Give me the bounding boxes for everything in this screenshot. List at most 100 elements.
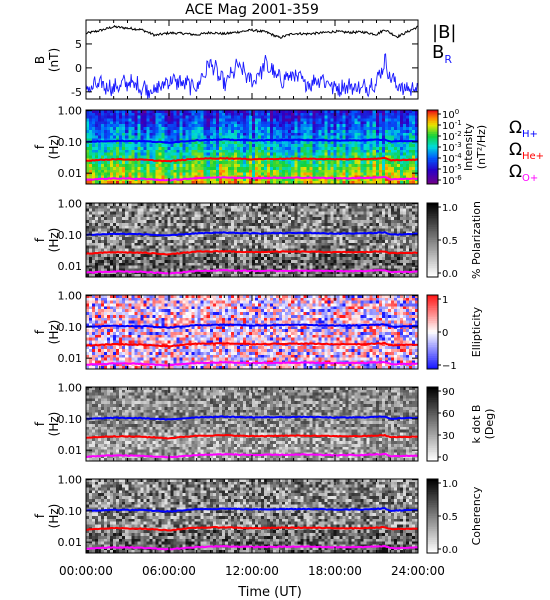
spectrogram-cell bbox=[131, 248, 135, 252]
spectrogram-cell bbox=[188, 222, 193, 227]
spectrogram-cell bbox=[161, 214, 165, 218]
spectrogram-cell bbox=[294, 262, 298, 267]
spectrogram-cell bbox=[360, 118, 365, 122]
spectrogram-cell bbox=[167, 245, 171, 249]
spectrogram-cell bbox=[131, 208, 135, 212]
spectrogram-cell bbox=[194, 118, 199, 122]
spectrogram-cell bbox=[285, 115, 289, 119]
spectrogram-cell bbox=[402, 149, 407, 154]
spectrogram-cell bbox=[248, 228, 253, 232]
spectrogram-cell bbox=[137, 135, 141, 139]
spectrogram-cell bbox=[107, 217, 111, 221]
spectrogram-cell bbox=[288, 214, 292, 218]
spectrogram-cell bbox=[405, 178, 410, 182]
spectrogram-cell bbox=[239, 237, 244, 241]
spectrogram-cell bbox=[119, 166, 123, 171]
spectrogram-cell bbox=[221, 234, 226, 238]
spectrogram-cell bbox=[101, 172, 105, 176]
spectrogram-cell bbox=[185, 175, 190, 179]
spectrogram-cell bbox=[342, 181, 346, 185]
spectrogram-cell bbox=[98, 228, 102, 232]
spectrogram-cell bbox=[101, 166, 105, 171]
spectrogram-cell bbox=[212, 147, 217, 151]
spectrogram-cell bbox=[285, 208, 289, 212]
spectrogram-cell bbox=[146, 155, 150, 159]
spectrogram-cell bbox=[258, 178, 262, 182]
spectrogram-cell bbox=[233, 220, 238, 224]
spectrogram-cell bbox=[137, 129, 141, 134]
spectrogram-cell bbox=[104, 257, 108, 261]
spectrogram-cell bbox=[221, 217, 226, 221]
spectrogram-cell bbox=[116, 211, 120, 215]
spectrogram-cell bbox=[185, 152, 190, 156]
spectrogram-cell bbox=[282, 141, 286, 145]
spectrogram-cell bbox=[203, 274, 208, 278]
spectrogram-cell bbox=[236, 245, 241, 249]
spectrogram-cell bbox=[294, 271, 298, 275]
spectrogram-cell bbox=[303, 237, 307, 241]
spectrogram-cell bbox=[369, 178, 374, 182]
spectrogram-cell bbox=[309, 251, 313, 255]
spectrogram-cell bbox=[315, 228, 319, 232]
spectrogram-cell bbox=[248, 274, 253, 278]
spectrogram-cell bbox=[188, 254, 193, 258]
spectrogram-cell bbox=[104, 141, 108, 145]
spectrogram-cell bbox=[393, 147, 398, 151]
spectrogram-cell bbox=[176, 211, 180, 215]
spectrogram-cell bbox=[333, 155, 337, 159]
spectrogram-cell bbox=[327, 121, 331, 125]
spectrogram-cell bbox=[261, 118, 265, 122]
spectrogram-cell bbox=[92, 257, 96, 261]
spectrogram-cell bbox=[396, 121, 401, 125]
spectrogram-cell bbox=[131, 129, 135, 134]
spectrogram-cell bbox=[173, 138, 177, 142]
spectrogram-cell bbox=[345, 152, 349, 156]
spectrogram-cell bbox=[149, 164, 153, 168]
spectrogram-cell bbox=[336, 149, 340, 154]
spectrogram-cell bbox=[393, 118, 398, 122]
spectrogram-cell bbox=[315, 234, 319, 238]
spectrogram-cell bbox=[309, 121, 313, 125]
spectrogram-cell bbox=[227, 240, 232, 244]
spectrogram-cell bbox=[399, 178, 404, 182]
spectrogram-cell bbox=[321, 141, 325, 145]
spectrogram-cell bbox=[143, 110, 147, 114]
spectrogram-cell bbox=[303, 158, 307, 162]
spectrogram-cell bbox=[140, 214, 144, 218]
spectrogram-cell bbox=[92, 155, 96, 159]
spectrogram-cell bbox=[294, 141, 298, 145]
spectrogram-cell bbox=[86, 208, 90, 212]
colorbar-step bbox=[427, 143, 438, 146]
spectrogram-cell bbox=[309, 234, 313, 238]
spectrogram-cell bbox=[411, 138, 416, 142]
spectrogram-cell bbox=[203, 245, 208, 249]
spectrogram-cell bbox=[92, 127, 96, 131]
spectrogram-cell bbox=[239, 161, 244, 165]
spectrogram-cell bbox=[245, 124, 250, 128]
spectrogram-cell bbox=[273, 129, 277, 134]
spectrogram-cell bbox=[167, 240, 171, 244]
spectrogram-cell bbox=[318, 112, 322, 117]
spectrogram-cell bbox=[303, 257, 307, 261]
spectrogram-cell bbox=[258, 181, 262, 185]
spectrogram-cell bbox=[227, 220, 232, 224]
spectrogram-cell bbox=[131, 112, 135, 117]
spectrogram-cell bbox=[270, 132, 274, 137]
spectrogram-cell bbox=[318, 242, 322, 247]
spectrogram-cell bbox=[276, 254, 280, 258]
spectrogram-cell bbox=[224, 112, 229, 117]
spectrogram-cell bbox=[233, 211, 238, 215]
spectrogram-cell bbox=[182, 211, 186, 215]
spectrogram-cell bbox=[119, 220, 123, 224]
spectrogram-cell bbox=[318, 147, 322, 151]
spectrogram-cell bbox=[107, 203, 111, 207]
spectrogram-cell bbox=[140, 152, 144, 156]
spectrogram-cell bbox=[288, 251, 292, 255]
spectrogram-cell bbox=[125, 203, 129, 207]
spectrogram-cell bbox=[179, 161, 183, 165]
spectrogram-cell bbox=[318, 164, 322, 168]
spectrogram-cell bbox=[408, 115, 413, 119]
spectrogram-cell bbox=[86, 220, 90, 224]
spectrogram-cell bbox=[149, 144, 153, 148]
spectrogram-cell bbox=[270, 149, 274, 154]
